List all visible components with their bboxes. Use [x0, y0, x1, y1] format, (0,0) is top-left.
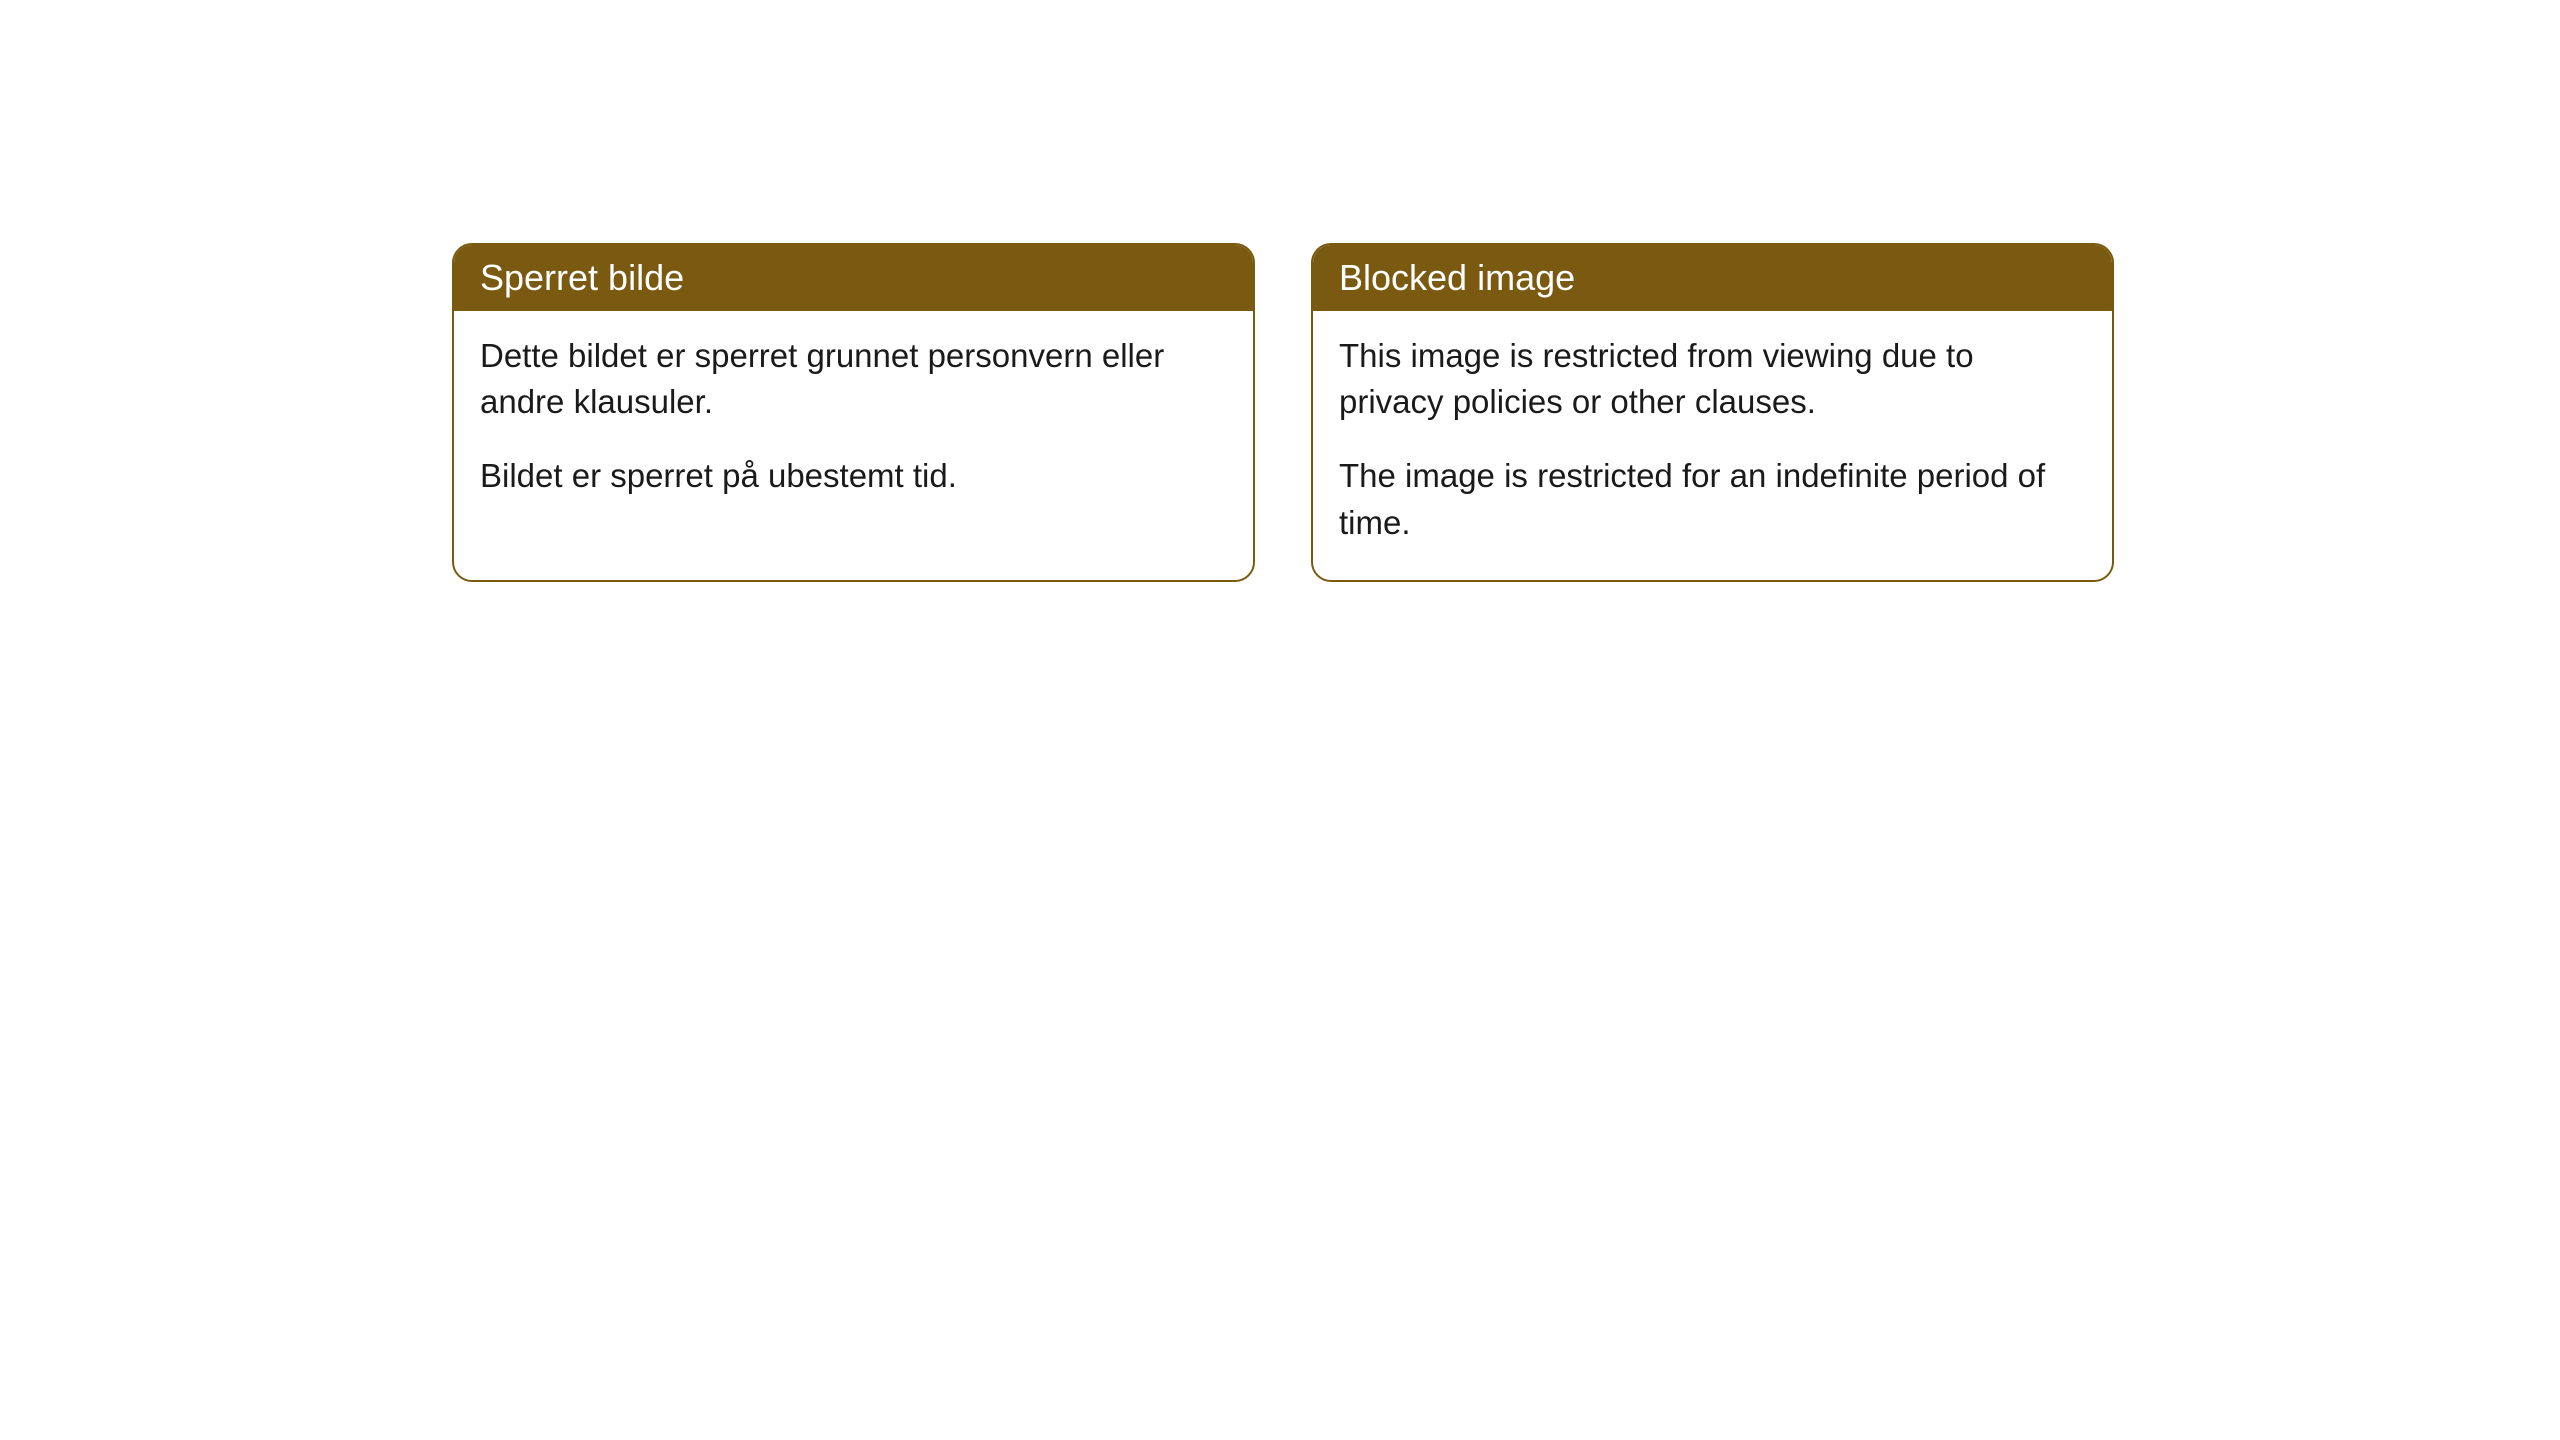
notice-card-norwegian: Sperret bilde Dette bildet er sperret gr…: [452, 243, 1255, 582]
notice-body: This image is restricted from viewing du…: [1313, 311, 2112, 580]
notice-card-english: Blocked image This image is restricted f…: [1311, 243, 2114, 582]
notice-header: Sperret bilde: [454, 245, 1253, 311]
notice-title: Sperret bilde: [480, 257, 684, 298]
notice-header: Blocked image: [1313, 245, 2112, 311]
notice-body: Dette bildet er sperret grunnet personve…: [454, 311, 1253, 534]
notice-container: Sperret bilde Dette bildet er sperret gr…: [452, 243, 2114, 582]
notice-paragraph: This image is restricted from viewing du…: [1339, 333, 2086, 425]
notice-title: Blocked image: [1339, 257, 1575, 298]
notice-paragraph: Dette bildet er sperret grunnet personve…: [480, 333, 1227, 425]
notice-paragraph: The image is restricted for an indefinit…: [1339, 453, 2086, 545]
notice-paragraph: Bildet er sperret på ubestemt tid.: [480, 453, 1227, 499]
